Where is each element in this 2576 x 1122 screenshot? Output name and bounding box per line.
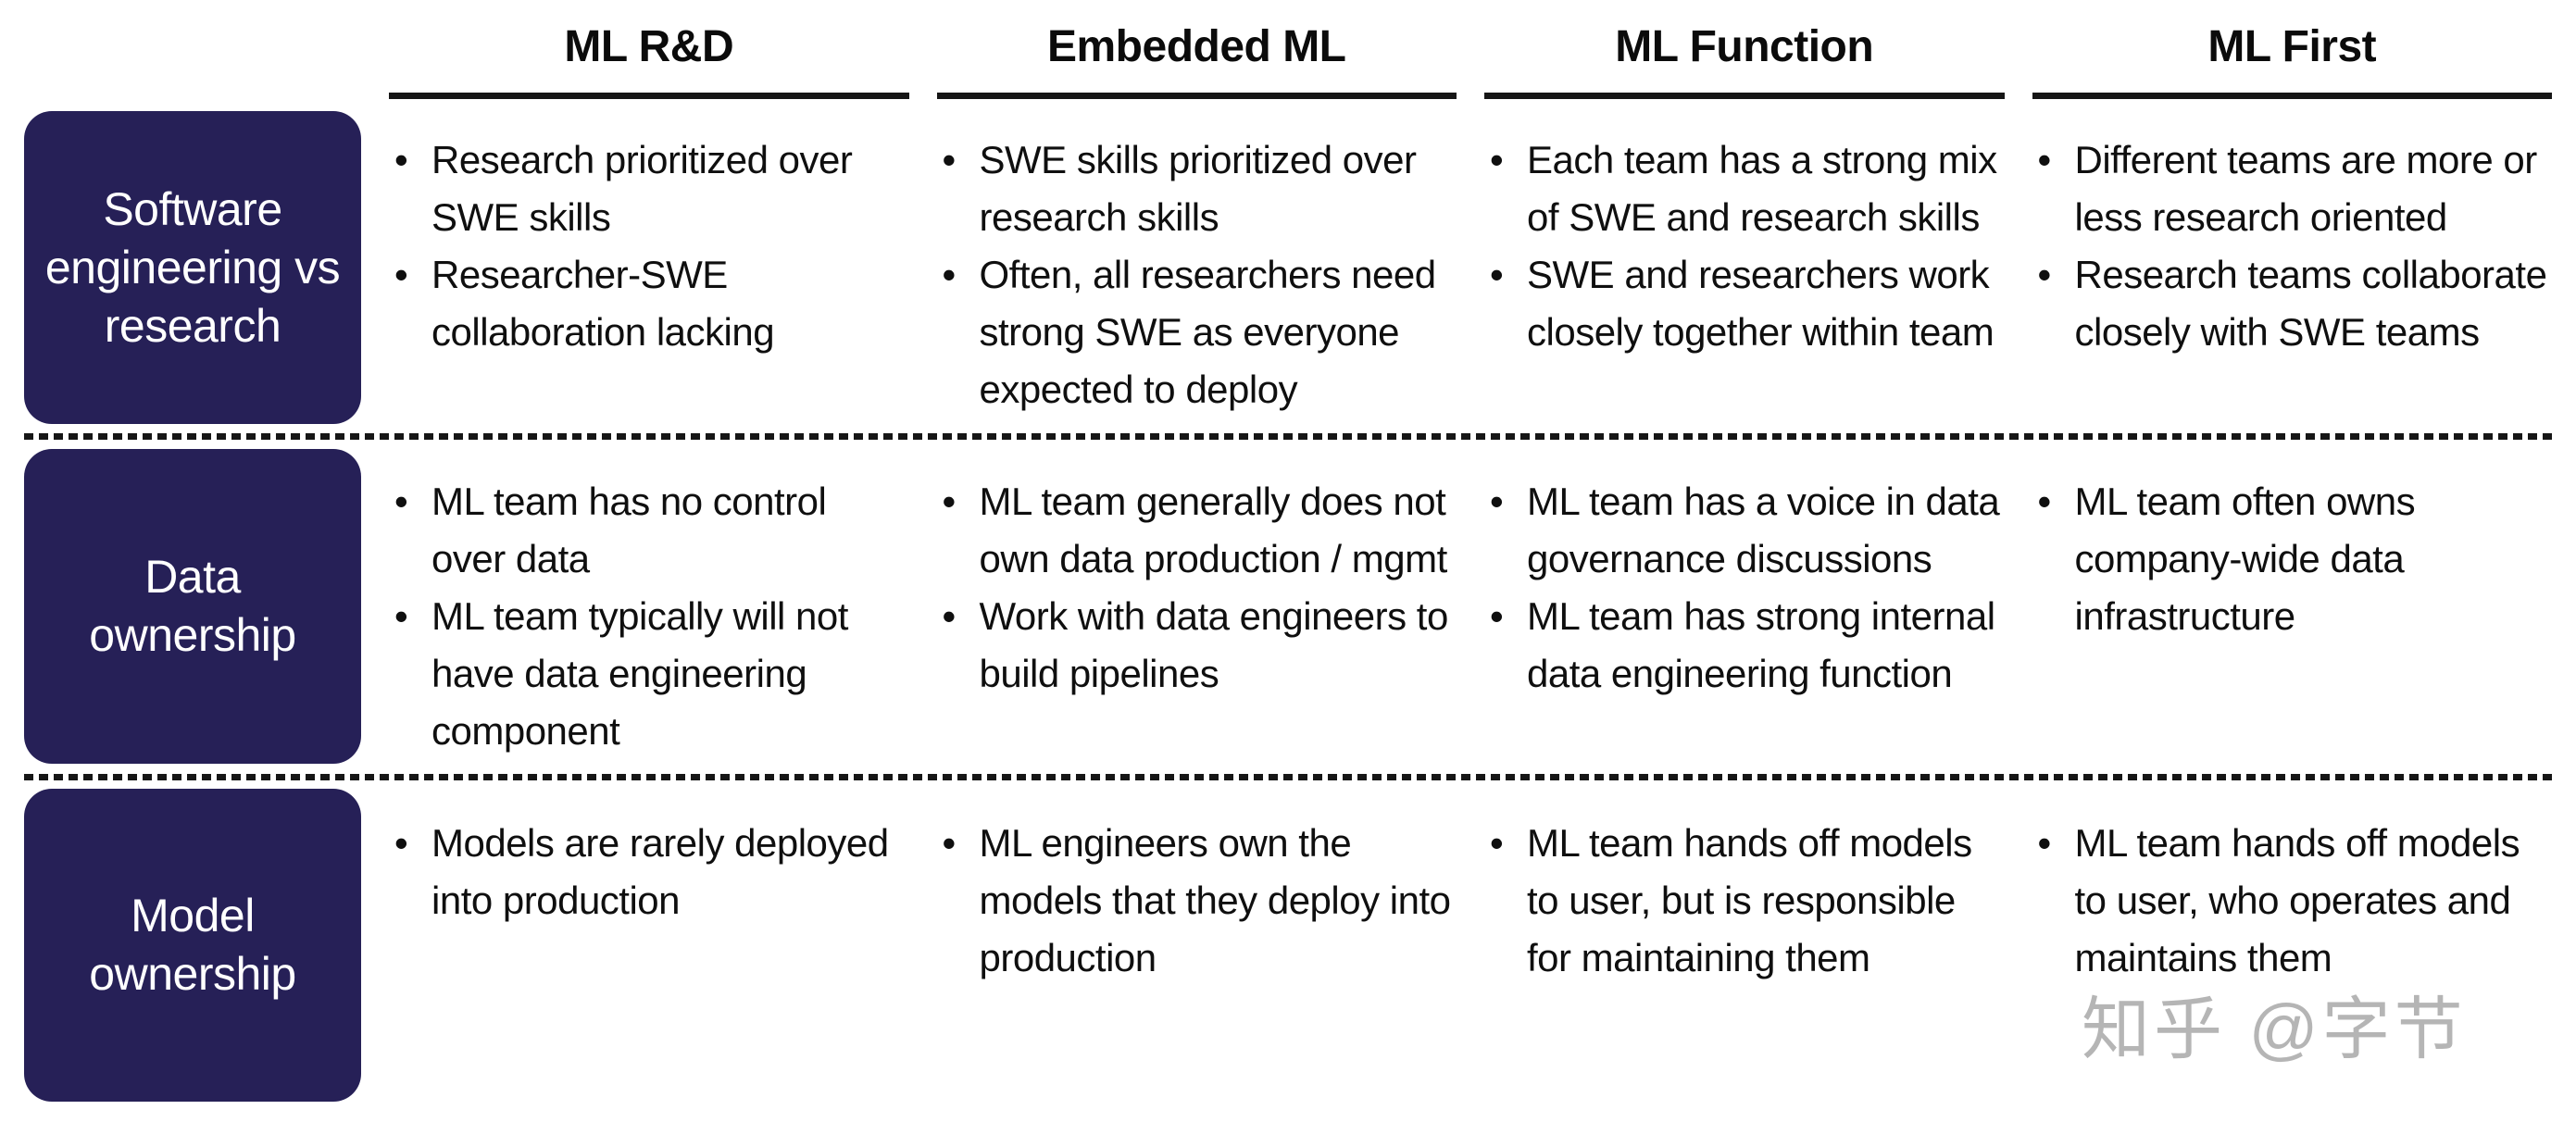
bullet-list: Research prioritized over SWE skillsRese… — [389, 131, 909, 361]
bullet-item: ML team typically will not have data eng… — [389, 588, 909, 760]
column-title: ML Function — [1615, 21, 1874, 71]
header-underline — [2032, 93, 2552, 99]
bullet-list: Different teams are more or less researc… — [2032, 131, 2553, 361]
row-label: Model ownership — [24, 789, 361, 1102]
row-model-ownership: Model ownership Models are rarely deploy… — [24, 780, 2552, 1116]
cell-swe-research-ml-function: Each team has a strong mix of SWE and re… — [1484, 111, 2005, 433]
bullet-item: Researcher-SWE collaboration lacking — [389, 246, 909, 361]
bullet-item: Each team has a strong mix of SWE and re… — [1484, 131, 2005, 246]
cell-model-ownership-ml-first: ML team hands off models to user, who op… — [2032, 780, 2553, 1116]
bullet-list: ML team has no control over dataML team … — [389, 473, 909, 760]
column-header-ml-first: ML First — [2032, 0, 2552, 111]
bullet-item: ML team has a voice in data governance d… — [1484, 473, 2005, 588]
bullet-item: Different teams are more or less researc… — [2032, 131, 2553, 246]
row-data-ownership: Data ownership ML team has no control ov… — [24, 440, 2552, 774]
column-header-ml-function: ML Function — [1484, 0, 2005, 111]
cell-model-ownership-ml-function: ML team hands off models to user, but is… — [1484, 780, 2005, 1116]
header-corner-spacer — [24, 0, 361, 111]
row-label: Software engineering vs research — [24, 111, 361, 424]
watermark: 知乎 @字节 — [2082, 991, 2467, 1067]
bullet-item: ML team hands off models to user, but is… — [1484, 815, 2005, 987]
dotted-divider — [24, 774, 2552, 780]
dotted-divider — [24, 433, 2552, 440]
cell-swe-research-embedded-ml: SWE skills prioritized over research ski… — [937, 111, 1457, 433]
cell-swe-research-ml-first: Different teams are more or less researc… — [2032, 111, 2553, 433]
cell-model-ownership-embedded-ml: ML engineers own the models that they de… — [937, 780, 1457, 1116]
column-header-ml-rd: ML R&D — [389, 0, 909, 111]
column-title: Embedded ML — [1046, 21, 1346, 71]
bullet-list: ML engineers own the models that they de… — [937, 815, 1457, 987]
cell-data-ownership-ml-rd: ML team has no control over dataML team … — [389, 440, 909, 774]
cell-data-ownership-embedded-ml: ML team generally does not own data prod… — [937, 440, 1457, 774]
cell-swe-research-ml-rd: Research prioritized over SWE skillsRese… — [389, 111, 909, 433]
row-label-text: Data ownership — [89, 551, 296, 661]
bullet-item: Research prioritized over SWE skills — [389, 131, 909, 246]
cell-data-ownership-ml-first: ML team often owns company-wide data inf… — [2032, 440, 2553, 774]
bullet-item: ML team generally does not own data prod… — [937, 473, 1457, 588]
bullet-list: ML team hands off models to user, who op… — [2032, 815, 2553, 987]
bullet-item: Often, all researchers need strong SWE a… — [937, 246, 1457, 418]
bullet-list: Each team has a strong mix of SWE and re… — [1484, 131, 2005, 361]
bullet-list: SWE skills prioritized over research ski… — [937, 131, 1457, 418]
bullet-item: Research teams collaborate closely with … — [2032, 246, 2553, 361]
bullet-item: Models are rarely deployed into producti… — [389, 815, 909, 929]
row-label-text: Model ownership — [89, 890, 296, 1000]
bullet-item: ML team hands off models to user, who op… — [2032, 815, 2553, 987]
bullet-list: ML team generally does not own data prod… — [937, 473, 1457, 703]
bullet-item: ML team often owns company-wide data inf… — [2032, 473, 2553, 645]
header-underline — [1484, 93, 2005, 99]
bullet-item: ML team has no control over data — [389, 473, 909, 588]
bullet-list: ML team has a voice in data governance d… — [1484, 473, 2005, 703]
bullet-item: SWE and researchers work closely togethe… — [1484, 246, 2005, 361]
bullet-item: Work with data engineers to build pipeli… — [937, 588, 1457, 703]
column-title: ML First — [2207, 21, 2377, 71]
cell-model-ownership-ml-rd: Models are rarely deployed into producti… — [389, 780, 909, 1116]
bullet-item: SWE skills prioritized over research ski… — [937, 131, 1457, 246]
bullet-list: ML team often owns company-wide data inf… — [2032, 473, 2553, 645]
row-label: Data ownership — [24, 449, 361, 764]
column-header-embedded-ml: Embedded ML — [936, 0, 1457, 111]
bullet-list: Models are rarely deployed into producti… — [389, 815, 909, 929]
column-title: ML R&D — [564, 21, 734, 71]
row-software-engineering-vs-research: Software engineering vs research Researc… — [24, 111, 2552, 433]
header-underline — [389, 93, 909, 99]
bullet-item: ML engineers own the models that they de… — [937, 815, 1457, 987]
header-underline — [936, 93, 1457, 99]
header-row: ML R&D Embedded ML ML Function ML First — [24, 0, 2552, 111]
bullet-list: ML team hands off models to user, but is… — [1484, 815, 2005, 987]
bullet-item: ML team has strong internal data enginee… — [1484, 588, 2005, 703]
cell-data-ownership-ml-function: ML team has a voice in data governance d… — [1484, 440, 2005, 774]
row-label-text: Software engineering vs research — [44, 182, 341, 352]
